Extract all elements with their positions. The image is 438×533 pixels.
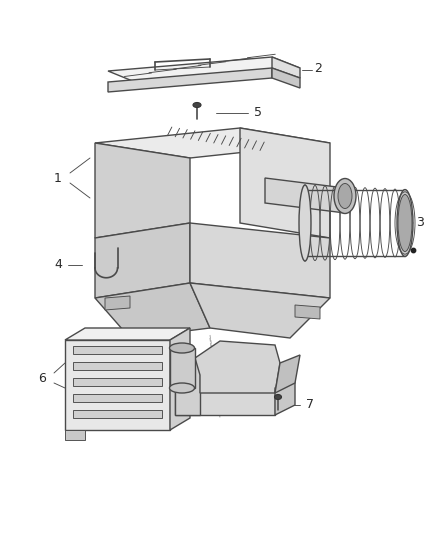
Polygon shape [295,305,320,319]
Polygon shape [65,328,190,340]
Polygon shape [240,128,330,238]
Polygon shape [175,358,200,415]
Polygon shape [108,68,272,92]
Polygon shape [65,430,85,440]
Polygon shape [73,378,162,386]
Polygon shape [272,68,300,88]
Text: 7: 7 [306,399,314,411]
Ellipse shape [299,185,311,261]
Polygon shape [95,128,330,158]
Ellipse shape [338,183,352,208]
Polygon shape [95,223,190,298]
Polygon shape [170,328,190,430]
Polygon shape [275,355,300,393]
Polygon shape [275,378,295,415]
Polygon shape [95,283,210,338]
Polygon shape [73,410,162,418]
Polygon shape [272,57,300,78]
Polygon shape [108,57,300,82]
Polygon shape [73,362,162,370]
Text: 1: 1 [54,172,62,184]
Ellipse shape [170,383,194,393]
Polygon shape [73,346,162,354]
Text: 3: 3 [416,216,424,230]
Polygon shape [73,394,162,402]
Polygon shape [190,223,330,298]
Polygon shape [170,348,194,388]
Polygon shape [95,143,190,238]
Text: 4: 4 [54,259,62,271]
Ellipse shape [334,179,356,214]
Polygon shape [65,340,170,430]
Text: 6: 6 [38,372,46,384]
Ellipse shape [193,102,201,108]
Text: 5: 5 [254,107,262,119]
Polygon shape [175,388,275,415]
Polygon shape [195,341,280,393]
Polygon shape [265,178,345,213]
Point [410,245,417,254]
Ellipse shape [397,190,413,256]
Ellipse shape [398,195,412,252]
Polygon shape [190,283,330,338]
Ellipse shape [170,343,194,353]
Ellipse shape [275,394,282,400]
Polygon shape [105,296,130,310]
Text: 2: 2 [314,62,322,76]
